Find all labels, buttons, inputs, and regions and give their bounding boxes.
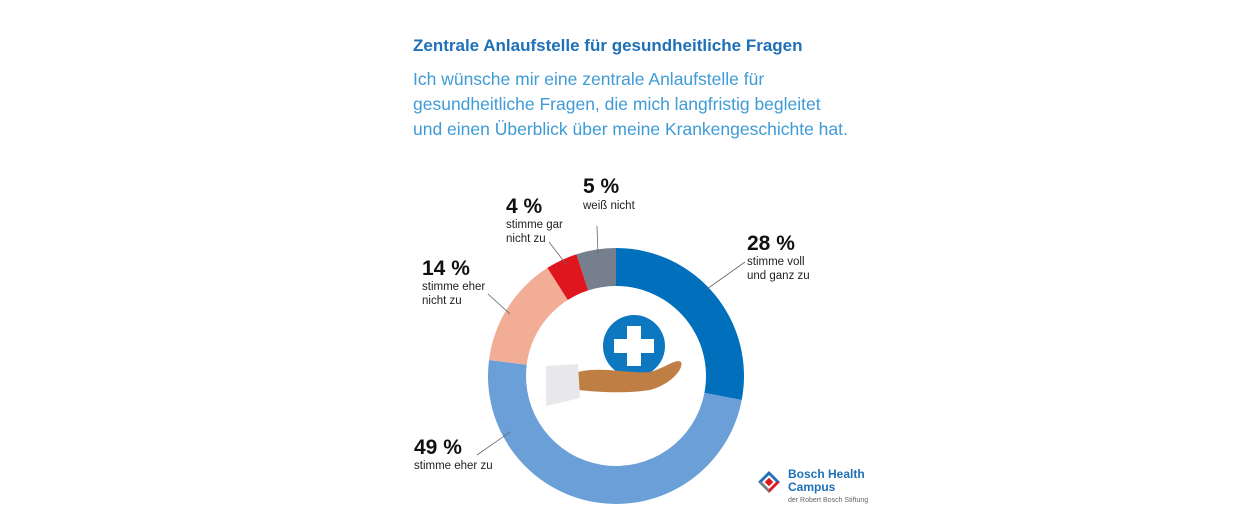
leader-line-28: [706, 261, 746, 290]
hand-with-medical-cross-icon: [546, 315, 682, 406]
category-label-5: weiß nicht: [582, 200, 636, 212]
hand-palm: [578, 361, 682, 393]
logo-name: Bosch Health Campus: [788, 468, 888, 494]
category-label-14-line2: nicht zu: [422, 295, 462, 307]
category-label-49: stimme eher zu: [414, 460, 493, 472]
category-label-4-line1: stimme gar: [506, 219, 563, 231]
value-label-14: 14 %: [422, 257, 470, 280]
donut-slice-1: [616, 248, 745, 400]
medical-cross-horizontal: [614, 339, 654, 353]
value-label-49: 49 %: [414, 436, 462, 459]
donut-slice-3: [489, 267, 568, 365]
logo-mark-icon: [758, 471, 780, 493]
category-label-28-line1: stimme voll: [747, 256, 805, 268]
chart-subtitle: Ich wünsche mir eine zentrale Anlaufstel…: [413, 69, 848, 139]
value-label-4: 4 %: [506, 195, 543, 218]
leader-line-49: [476, 431, 511, 456]
leader-line-4: [548, 241, 567, 265]
donut-slice-5: [576, 248, 616, 291]
category-label-14-line1: stimme eher: [422, 281, 485, 293]
donut-slices: [487, 248, 745, 505]
category-label-28-line2: und ganz zu: [747, 270, 810, 282]
leader-line-14: [487, 293, 511, 315]
value-label-5: 5 %: [583, 175, 620, 198]
leader-line-5: [596, 225, 599, 255]
category-label-4-line2: nicht zu: [506, 233, 546, 245]
donut-slice-4: [547, 254, 589, 301]
donut-slice-2: [487, 359, 742, 505]
value-label-28: 28 %: [747, 232, 795, 255]
bosch-health-campus-logo: Bosch Health Campus der Robert Bosch Sti…: [757, 466, 887, 510]
logo-name-line2: Campus: [788, 480, 836, 494]
logo-name-line1: Bosch Health: [788, 467, 865, 481]
sleeve-cuff: [546, 364, 580, 406]
chart-title: Zentrale Anlaufstelle für gesundheitlich…: [413, 36, 803, 55]
logo-tagline: der Robert Bosch Stiftung: [788, 497, 869, 504]
leader-lines: [476, 225, 746, 456]
